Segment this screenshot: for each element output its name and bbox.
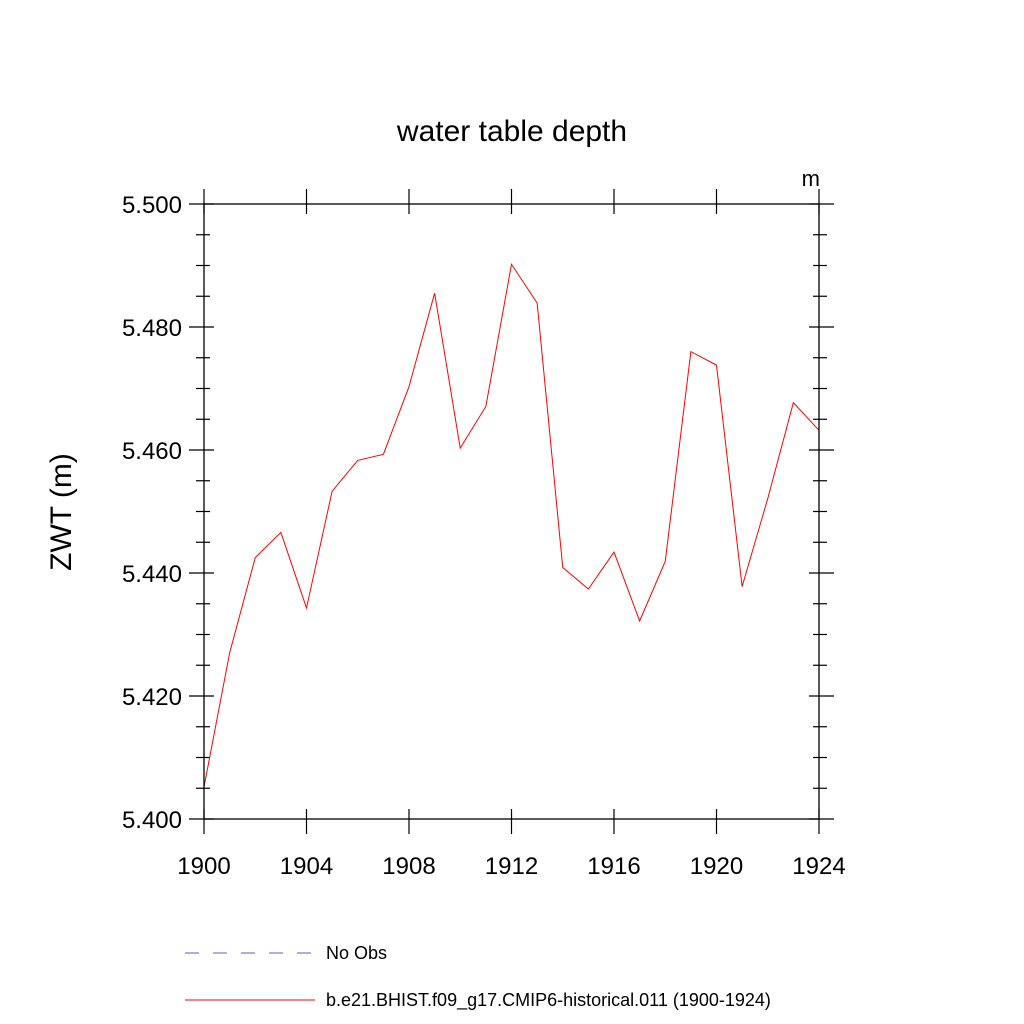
y-tick-label: 5.480 (122, 315, 182, 342)
x-tick-label: 1916 (587, 853, 640, 880)
x-tick-label: 1924 (792, 853, 845, 880)
x-tick-label: 1904 (280, 853, 333, 880)
series-layer (203, 262, 820, 788)
legend-label-no-obs: No Obs (326, 943, 387, 963)
x-tick-label: 1920 (690, 853, 743, 880)
axis-ticks (189, 189, 834, 834)
y-tick-label: 5.500 (122, 192, 182, 219)
y-tick-label: 5.400 (122, 807, 182, 834)
y-axis-label: ZWT (m) (45, 453, 78, 571)
series-line (203, 262, 820, 788)
x-tick-label: 1912 (485, 853, 538, 880)
units-label: m (802, 166, 820, 191)
legend-label-model: b.e21.BHIST.f09_g17.CMIP6-historical.011… (326, 990, 771, 1011)
tick-labels: 5.400 5.420 5.440 5.460 5.480 5.500 1900 1904 19… (122, 192, 846, 880)
legend: No Obs b.e21.BHIST.f09_g17.CMIP6-histori… (185, 943, 771, 1011)
y-tick-label: 5.440 (122, 561, 182, 588)
x-tick-label: 1900 (177, 853, 230, 880)
plot-frame (203, 203, 820, 820)
y-tick-label: 5.460 (122, 438, 182, 465)
y-tick-label: 5.420 (122, 684, 182, 711)
x-tick-label: 1908 (382, 853, 435, 880)
chart-title: water table depth (396, 115, 627, 148)
